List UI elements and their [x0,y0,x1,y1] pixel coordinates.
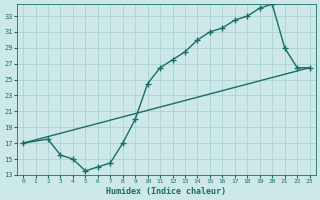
X-axis label: Humidex (Indice chaleur): Humidex (Indice chaleur) [106,187,226,196]
